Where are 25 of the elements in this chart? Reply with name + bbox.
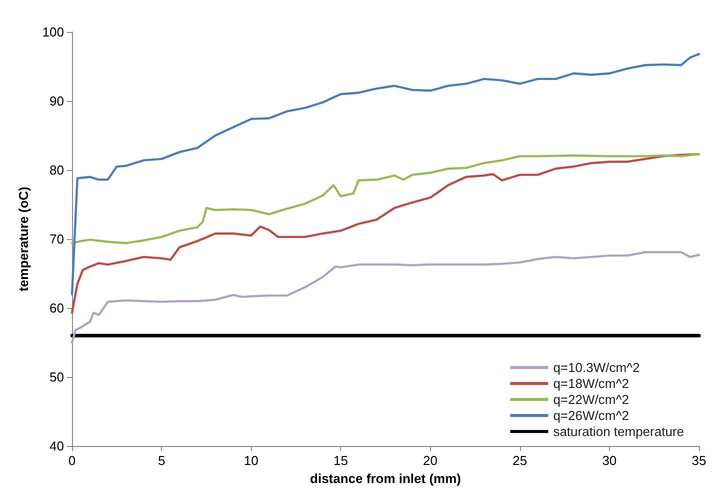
x-tick-label: 5 xyxy=(158,453,166,468)
legend-label: saturation temperature xyxy=(553,424,684,439)
legend-label: q=22W/cm^2 xyxy=(553,392,630,407)
y-tick-label: 70 xyxy=(50,232,64,246)
x-tick-label: 15 xyxy=(333,453,348,468)
y-tick-label: 80 xyxy=(50,162,64,178)
line-series xyxy=(70,153,700,244)
y-tick-label: 90 xyxy=(50,94,64,108)
x-tick-label: 25 xyxy=(512,453,528,468)
y-axis-title: temperature (oC) xyxy=(16,186,31,292)
line-series xyxy=(70,52,700,296)
y-tick-label: 40 xyxy=(50,438,64,454)
y-tick-label: 50 xyxy=(50,370,64,384)
line-series xyxy=(70,251,700,344)
x-tick-label: 10 xyxy=(244,453,258,468)
legend-label: q=26W/cm^2 xyxy=(553,408,630,423)
x-tick-label: 30 xyxy=(602,453,617,468)
x-tick-label: 20 xyxy=(423,453,438,468)
legend-label: q=18W/cm^2 xyxy=(553,376,630,391)
y-tick-label: 60 xyxy=(50,300,64,316)
x-tick-label: 35 xyxy=(692,453,706,468)
x-tick-label: 0 xyxy=(68,453,76,468)
x-axis-title: distance from inlet (mm) xyxy=(310,470,461,486)
legend-label: q=10.3W/cm^2 xyxy=(553,360,640,375)
y-tick-label: 100 xyxy=(42,24,64,40)
